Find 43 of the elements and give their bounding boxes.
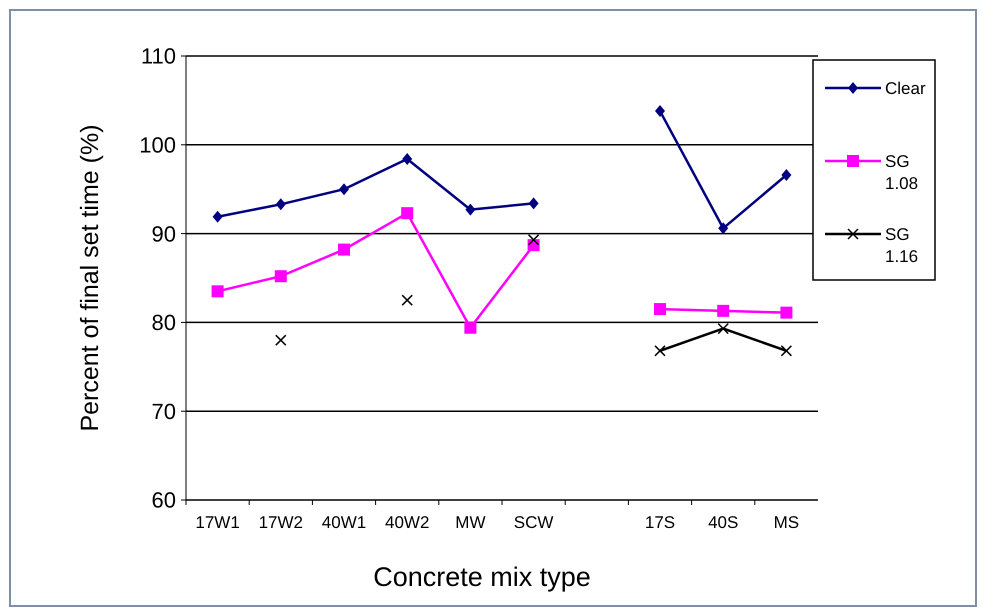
y-axis-title: Percent of final set time (%) xyxy=(76,124,104,432)
x-tick-label: 17W1 xyxy=(195,513,240,532)
point xyxy=(339,183,349,196)
point xyxy=(401,294,413,306)
point xyxy=(654,345,666,357)
x-tick-label: MS xyxy=(774,513,800,532)
point xyxy=(718,222,728,234)
point xyxy=(276,198,286,210)
x-tick-label: 40W1 xyxy=(322,513,366,532)
point xyxy=(654,303,666,316)
legend-label: Clear xyxy=(885,78,926,98)
point xyxy=(212,210,223,223)
x-tick-label: 40S xyxy=(708,513,738,532)
y-tick-label: 80 xyxy=(152,310,176,336)
legend-label: SG 1.16 xyxy=(885,224,918,266)
y-tick-label: 60 xyxy=(152,488,176,513)
y-tick-label: 90 xyxy=(152,221,176,246)
x-tick-label: SCW xyxy=(514,513,554,532)
x-axis-title: Concrete mix type xyxy=(373,562,591,592)
point xyxy=(528,197,539,210)
point xyxy=(212,285,224,298)
point xyxy=(717,322,729,334)
point xyxy=(655,105,665,118)
point xyxy=(717,304,730,317)
y-tick-label: 110 xyxy=(140,44,176,69)
x-tick-label: 17S xyxy=(644,513,676,532)
point xyxy=(401,207,414,220)
point xyxy=(781,168,792,181)
point xyxy=(780,345,792,357)
y-tick-label: 100 xyxy=(139,132,176,158)
point xyxy=(338,244,350,256)
legend-label: SG 1.08 xyxy=(885,152,918,194)
x-tick-label: 40W2 xyxy=(384,513,430,532)
point xyxy=(465,204,476,216)
point xyxy=(528,234,540,246)
x-tick-label: MW xyxy=(455,513,486,532)
y-tick-label: 70 xyxy=(152,398,176,424)
point xyxy=(402,153,412,166)
point xyxy=(464,322,476,334)
point xyxy=(275,334,287,346)
x-tick-label: 17W2 xyxy=(258,513,304,532)
point xyxy=(274,270,287,282)
point xyxy=(780,306,792,319)
